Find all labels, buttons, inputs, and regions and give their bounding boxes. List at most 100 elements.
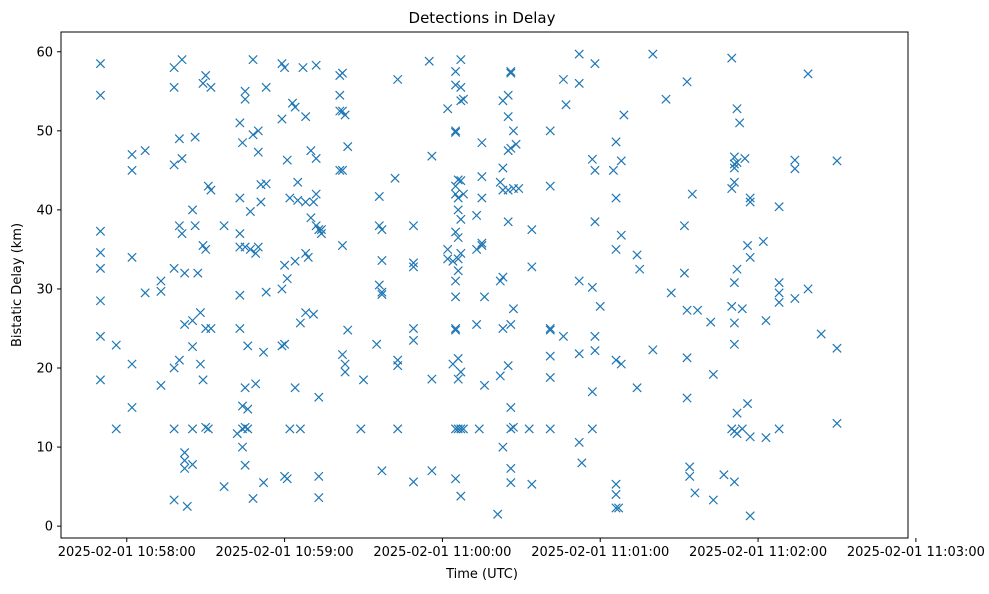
data-point: [340, 367, 350, 377]
data-point: [95, 90, 106, 100]
data-point: [277, 59, 287, 69]
data-point: [301, 197, 311, 207]
data-point: [453, 232, 463, 243]
data-point: [95, 263, 106, 274]
data-point: [456, 491, 466, 501]
data-point: [450, 227, 461, 237]
data-point: [169, 82, 179, 92]
data-point: [595, 301, 605, 311]
data-point: [206, 82, 216, 92]
data-point: [311, 189, 321, 199]
data-point: [285, 424, 295, 434]
data-point: [450, 325, 461, 335]
data-point: [450, 66, 461, 77]
data-point: [180, 447, 190, 458]
data-point: [316, 225, 327, 235]
data-point: [456, 424, 466, 434]
data-point: [282, 155, 292, 165]
data-point: [803, 284, 813, 294]
data-point: [340, 110, 350, 120]
data-point: [745, 197, 755, 207]
data-point: [314, 493, 324, 503]
data-point: [727, 53, 737, 63]
data-point: [248, 493, 258, 504]
data-point: [258, 478, 269, 488]
data-point: [708, 369, 718, 379]
data-point: [169, 263, 179, 274]
y-tick-label: 20: [36, 362, 53, 377]
data-point: [308, 197, 319, 207]
data-point: [729, 318, 740, 328]
data-point: [337, 240, 348, 251]
data-point: [832, 343, 842, 353]
data-point: [506, 143, 516, 153]
data-point: [193, 268, 203, 278]
data-point: [95, 247, 106, 258]
data-point: [453, 193, 463, 203]
y-axis: 0 10 20 30 40 50 60: [36, 45, 61, 535]
data-point: [498, 163, 508, 173]
data-point: [545, 323, 555, 334]
data-point: [177, 228, 187, 239]
data-point: [471, 210, 482, 221]
chart-title: Detections in Delay: [409, 9, 556, 27]
data-point: [358, 375, 369, 385]
data-point: [679, 221, 690, 231]
data-point: [682, 305, 692, 315]
data-point: [301, 308, 311, 318]
data-point: [277, 114, 287, 124]
data-point: [503, 217, 513, 227]
data-point: [245, 244, 256, 255]
data-point: [719, 470, 729, 480]
data-point: [456, 82, 466, 92]
data-point: [372, 339, 382, 349]
data-point: [611, 137, 621, 147]
data-point: [587, 387, 597, 397]
data-point: [503, 90, 513, 100]
data-point: [477, 138, 487, 148]
data-point: [574, 437, 584, 447]
data-point: [237, 442, 248, 452]
data-point: [732, 264, 742, 274]
data-point: [156, 276, 166, 286]
data-point: [729, 339, 740, 349]
data-point: [261, 82, 271, 92]
data-point: [206, 323, 216, 334]
data-point: [790, 155, 800, 165]
data-point: [737, 304, 747, 314]
data-point: [729, 278, 740, 288]
data-point: [742, 398, 753, 409]
data-point: [479, 380, 490, 391]
data-point: [632, 383, 642, 393]
data-point: [427, 374, 437, 384]
data-point: [140, 288, 150, 298]
data-point: [774, 288, 784, 298]
data-point: [374, 221, 384, 231]
data-point: [450, 189, 461, 199]
data-point: [682, 393, 692, 403]
data-point: [127, 149, 137, 160]
data-point: [745, 511, 755, 521]
x-tick-label: 2025-02-01 10:58:00: [58, 545, 196, 560]
data-point: [632, 250, 642, 260]
data-point: [308, 309, 319, 319]
data-point: [616, 156, 626, 166]
data-point: [235, 118, 245, 128]
data-point: [290, 102, 300, 112]
data-point: [456, 214, 466, 225]
y-tick-label: 40: [36, 203, 53, 218]
data-point: [503, 361, 513, 371]
data-point: [251, 379, 261, 389]
data-point: [287, 98, 298, 108]
y-tick-label: 0: [45, 520, 53, 535]
data-point: [127, 359, 137, 369]
data-point: [377, 289, 387, 300]
data-point: [240, 460, 250, 470]
data-point: [729, 159, 740, 169]
data-point: [450, 323, 461, 334]
data-point: [666, 288, 676, 298]
data-point: [195, 359, 206, 369]
data-point: [742, 240, 753, 251]
data-point: [240, 422, 250, 432]
data-point: [316, 228, 327, 239]
